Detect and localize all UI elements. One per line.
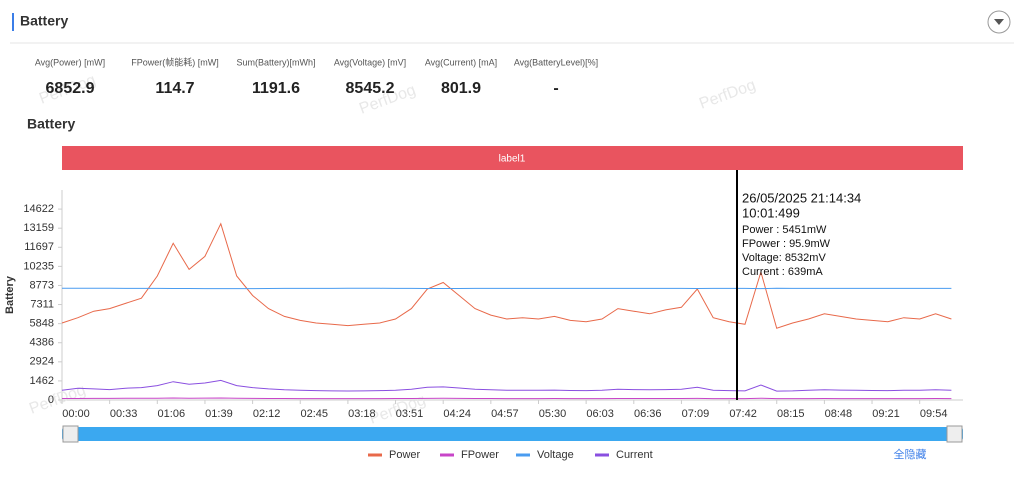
x-tick-label: 01:39 (205, 408, 233, 420)
y-tick-label: 13159 (23, 222, 54, 234)
legend-item[interactable]: FPower (440, 449, 499, 461)
y-tick-label: 11697 (24, 241, 54, 253)
tooltip-line: Current : 639mA (742, 266, 823, 278)
series-line (61, 379, 952, 392)
tooltip-line: Voltage: 8532mV (742, 252, 826, 264)
x-tick-label: 08:15 (777, 408, 805, 420)
label-band (62, 146, 963, 170)
stat-label: Avg(Voltage) [mV] (334, 57, 406, 67)
chart-title: Battery (27, 116, 75, 132)
stat-value: - (553, 80, 558, 97)
stat-label: FPower(帧能耗) [mW] (131, 56, 219, 67)
y-tick-label: 8773 (30, 279, 54, 291)
collapse-button[interactable] (987, 10, 1011, 34)
x-tick-label: 09:54 (920, 408, 948, 420)
series-line (62, 397, 952, 400)
legend-label: Current (616, 449, 653, 461)
y-tick-label: 10235 (23, 260, 54, 272)
slider-handle-right[interactable] (946, 425, 963, 443)
tooltip-line: FPower : 95.9mW (742, 238, 831, 250)
y-tick-label: 14622 (23, 203, 54, 215)
x-tick-label: 02:45 (300, 408, 328, 420)
y-tick-label: 5848 (30, 318, 54, 330)
x-tick-label: 07:42 (729, 408, 757, 420)
stat-value: 801.9 (441, 80, 481, 97)
y-tick-label: 0 (48, 394, 54, 406)
stat-value: 8545.2 (346, 80, 395, 97)
tooltip-line: 26/05/2025 21:14:34 (742, 190, 861, 205)
x-tick-label: 06:36 (634, 408, 662, 420)
header-accent (12, 13, 14, 31)
legend-label: FPower (461, 449, 499, 461)
x-tick-label: 02:12 (253, 408, 281, 420)
range-slider[interactable] (62, 427, 963, 441)
y-axis-label: Battery (4, 275, 16, 314)
stat-label: Avg(BatteryLevel)[%] (514, 57, 598, 67)
x-tick-label: 08:48 (825, 408, 853, 420)
legend-item[interactable]: Current (595, 449, 653, 461)
x-tick-label: 01:06 (158, 408, 186, 420)
y-tick-label: 4386 (30, 337, 54, 349)
x-tick-label: 06:03 (586, 408, 614, 420)
x-tick-label: 09:21 (872, 408, 900, 420)
stat-label: Avg(Power) [mW] (35, 57, 105, 67)
stat-value: 114.7 (155, 80, 194, 97)
y-tick-label: 2924 (30, 356, 54, 368)
x-tick-label: 00:00 (62, 408, 90, 420)
tooltip-line: 10:01:499 (742, 205, 800, 220)
stat-value: 6852.9 (46, 80, 95, 97)
x-tick-label: 04:24 (443, 408, 471, 420)
stat-label: Avg(Current) [mA] (425, 57, 497, 67)
hide-all-button[interactable]: 全隐藏 (894, 447, 927, 461)
x-tick-label: 00:33 (110, 408, 138, 420)
band-label: label1 (499, 154, 526, 165)
header-title: Battery (20, 13, 68, 29)
legend-item[interactable]: Voltage (516, 449, 574, 461)
slider-handle-left[interactable] (62, 425, 79, 443)
x-tick-label: 07:09 (682, 408, 710, 420)
stat-value: 1191.6 (252, 80, 300, 97)
x-tick-label: 03:18 (348, 408, 376, 420)
legend-label: Power (389, 449, 421, 461)
y-tick-label: 1462 (30, 375, 54, 387)
x-tick-label: 05:30 (539, 408, 567, 420)
y-tick-label: 7311 (30, 298, 54, 310)
stat-label: Sum(Battery)[mWh] (236, 57, 315, 67)
legend-item[interactable]: Power (368, 449, 421, 461)
tooltip-line: Power : 5451mW (742, 224, 827, 236)
series-line (61, 222, 952, 329)
x-tick-label: 04:57 (491, 408, 519, 420)
x-tick-label: 03:51 (396, 408, 424, 420)
legend-label: Voltage (537, 449, 574, 461)
